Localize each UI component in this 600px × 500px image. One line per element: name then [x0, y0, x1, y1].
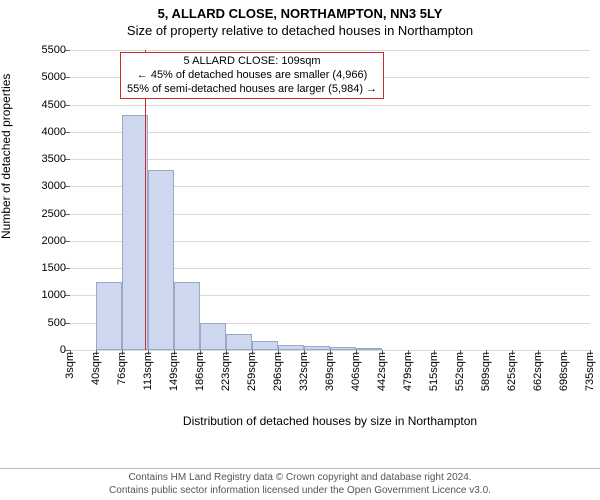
histogram-bar — [174, 282, 200, 350]
y-tick-label: 1000 — [42, 289, 66, 301]
x-tick-label: 589sqm — [480, 352, 492, 391]
x-tick-label: 406sqm — [350, 352, 362, 391]
x-tick-label: 3sqm — [64, 352, 76, 379]
x-tick-label: 113sqm — [142, 352, 154, 390]
grid-line — [70, 159, 590, 160]
histogram-bar — [200, 323, 226, 350]
title-subtitle: Size of property relative to detached ho… — [0, 23, 600, 40]
x-tick-label: 149sqm — [168, 352, 180, 391]
x-tick-label: 186sqm — [194, 352, 206, 391]
y-tick-label: 4000 — [42, 126, 66, 138]
histogram-bar — [330, 347, 356, 350]
x-tick-label: 296sqm — [272, 352, 284, 391]
annot-line2: ← 45% of detached houses are smaller (4,… — [127, 69, 377, 83]
chart-title-block: 5, ALLARD CLOSE, NORTHAMPTON, NN3 5LY Si… — [0, 0, 600, 40]
title-address: 5, ALLARD CLOSE, NORTHAMPTON, NN3 5LY — [0, 6, 600, 23]
x-axis-label: Distribution of detached houses by size … — [70, 414, 590, 428]
histogram-bar — [356, 348, 382, 350]
x-tick-label: 259sqm — [246, 352, 258, 391]
x-tick-label: 625sqm — [506, 352, 518, 391]
histogram-bar — [148, 170, 174, 350]
histogram-bar — [304, 346, 330, 350]
x-tick-label: 76sqm — [116, 352, 128, 385]
x-tick-label: 515sqm — [428, 352, 440, 391]
y-tick-label: 5000 — [42, 71, 66, 83]
y-tick-label: 3000 — [42, 180, 66, 192]
y-tick-label: 1500 — [42, 262, 66, 274]
x-tick-label: 552sqm — [454, 352, 466, 391]
x-tick-label: 698sqm — [558, 352, 570, 391]
annotation-box: 5 ALLARD CLOSE: 109sqm ← 45% of detached… — [120, 52, 384, 99]
y-tick-label: 2500 — [42, 208, 66, 220]
annot-line1: 5 ALLARD CLOSE: 109sqm — [127, 55, 377, 69]
grid-line — [70, 132, 590, 133]
footer: Contains HM Land Registry data © Crown c… — [0, 468, 600, 500]
y-tick-label: 2000 — [42, 235, 66, 247]
x-tick-label: 223sqm — [220, 352, 232, 391]
x-tick-label: 662sqm — [532, 352, 544, 391]
y-tick-label: 5500 — [42, 44, 66, 56]
x-tick-label: 332sqm — [298, 352, 310, 391]
histogram-bar — [252, 341, 278, 350]
y-axis-label: Number of detached properties — [0, 74, 13, 239]
grid-line — [70, 50, 590, 51]
footer-line2: Contains public sector information licen… — [4, 484, 596, 497]
histogram-bar — [96, 282, 122, 350]
x-tick-label: 40sqm — [90, 352, 102, 385]
x-tick-label: 369sqm — [324, 352, 336, 391]
x-tick-label: 479sqm — [402, 352, 414, 391]
y-tick-label: 4500 — [42, 99, 66, 111]
histogram-bar — [226, 334, 252, 350]
footer-line1: Contains HM Land Registry data © Crown c… — [4, 471, 596, 484]
grid-line — [70, 105, 590, 106]
plot-area: 0500100015002000250030003500400045005000… — [70, 50, 590, 351]
x-tick-label: 735sqm — [584, 352, 596, 391]
x-tick-label: 442sqm — [376, 352, 388, 391]
y-tick-label: 3500 — [42, 153, 66, 165]
y-tick-label: 500 — [48, 317, 66, 329]
chart-area: Number of detached properties 0500100015… — [0, 44, 600, 434]
histogram-bar — [278, 345, 304, 350]
annot-line3: 55% of semi-detached houses are larger (… — [127, 83, 377, 97]
histogram-bar — [122, 115, 148, 350]
